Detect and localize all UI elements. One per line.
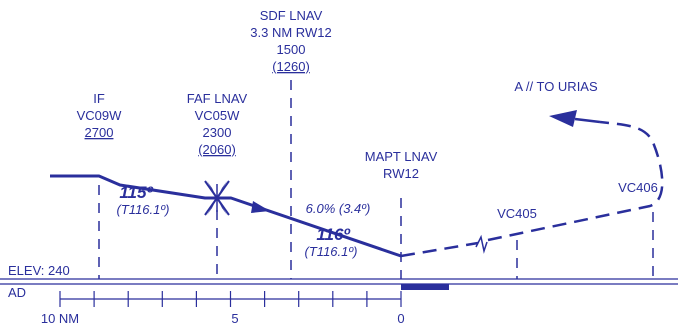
sdf-distance: 3.3 NM RW12 <box>250 25 331 40</box>
mapt-label: MAPT LNAV <box>365 149 438 164</box>
runway-bar <box>401 284 449 290</box>
faf-altitude: 2300 <box>203 125 232 140</box>
scale-label-10nm: 10 NM <box>41 311 79 326</box>
aerodrome-label: AD <box>8 285 26 300</box>
mapt-runway: RW12 <box>383 166 419 181</box>
missed-approach-arrow-icon <box>549 110 577 127</box>
initial-course-true: (T116.1º) <box>117 202 170 217</box>
distance-scale-ticks <box>59 291 402 307</box>
final-course-magnetic: 116º <box>316 225 350 244</box>
faf-waypoint: VC05W <box>195 108 241 123</box>
if-label: IF <box>93 91 105 106</box>
vc405-label: VC405 <box>497 206 537 221</box>
faf-label: FAF LNAV <box>187 91 248 106</box>
faf-altitude-agl: (2060) <box>198 142 236 157</box>
scale-label-5: 5 <box>231 311 238 326</box>
missed-approach-segment-1 <box>400 241 479 258</box>
scale-label-0: 0 <box>397 311 404 326</box>
elevation-label: ELEV: 240 <box>8 263 70 278</box>
final-course-true: (T116.1º) <box>305 244 358 259</box>
sdf-altitude: 1500 <box>277 42 306 57</box>
sdf-label: SDF LNAV <box>260 8 323 23</box>
faf-cross-icon <box>203 180 231 216</box>
missed-approach-segment-3 <box>574 117 601 124</box>
if-waypoint: VC09W <box>77 108 123 123</box>
if-altitude: 2700 <box>85 125 114 140</box>
initial-course-magnetic: 115º <box>119 183 153 202</box>
final-gradient: 6.0% (3.4º) <box>306 201 371 216</box>
missed-approach-segment-2 <box>487 120 664 242</box>
vc406-label: VC406 <box>618 180 658 195</box>
descent-arrow-icon <box>251 201 270 213</box>
break-symbol-icon <box>475 234 488 254</box>
missed-approach-label: A // TO URIAS <box>514 79 598 94</box>
sdf-altitude-agl: (1260) <box>272 59 310 74</box>
